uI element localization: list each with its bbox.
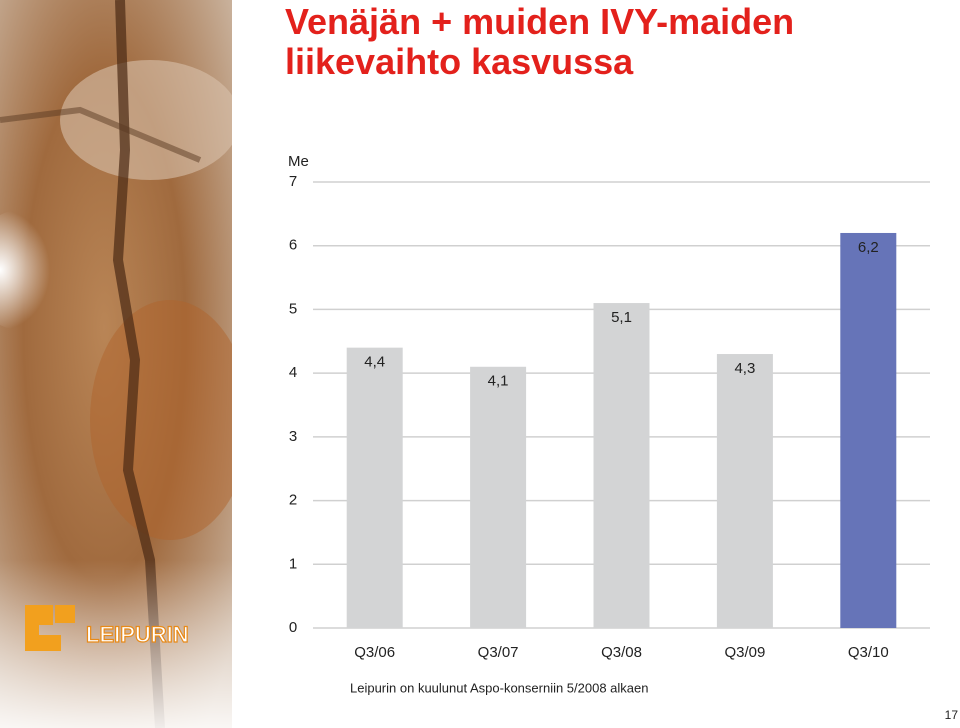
x-tick-label: Q3/06 (354, 644, 395, 661)
bar (716, 354, 773, 628)
x-tick-label: Q3/10 (848, 644, 889, 661)
bar (346, 347, 403, 628)
chart-title: Venäjän + muiden IVY-maiden liikevaihto … (285, 1, 795, 82)
x-tick-label: Q3/08 (601, 644, 642, 661)
data-label: 4,4 (364, 354, 385, 371)
y-tick-label: 6 (289, 237, 297, 254)
y-tick-label: 1 (289, 555, 297, 572)
footnote: Leipurin on kuulunut Aspo-konserniin 5/2… (350, 680, 649, 695)
y-axis-label: Me (288, 153, 309, 170)
data-label: 4,3 (734, 360, 755, 377)
y-tick-label: 5 (289, 300, 297, 317)
data-label: 4,1 (488, 373, 509, 390)
y-tick-label: 4 (289, 364, 297, 381)
bar (593, 303, 650, 628)
logo-text: LEIPURIN (86, 622, 189, 647)
bar (470, 366, 527, 628)
bar (840, 232, 897, 628)
y-tick-label: 3 (289, 428, 297, 445)
data-label: 6,2 (858, 239, 879, 256)
page-number: 17 (945, 708, 959, 722)
bread-photo: LEIPURIN (0, 0, 232, 728)
y-tick-label: 0 (289, 619, 297, 636)
y-tick-label: 7 (289, 173, 297, 190)
y-tick-label: 2 (289, 492, 297, 509)
x-tick-label: Q3/09 (724, 644, 765, 661)
x-tick-label: Q3/07 (478, 644, 519, 661)
data-label: 5,1 (611, 309, 632, 326)
